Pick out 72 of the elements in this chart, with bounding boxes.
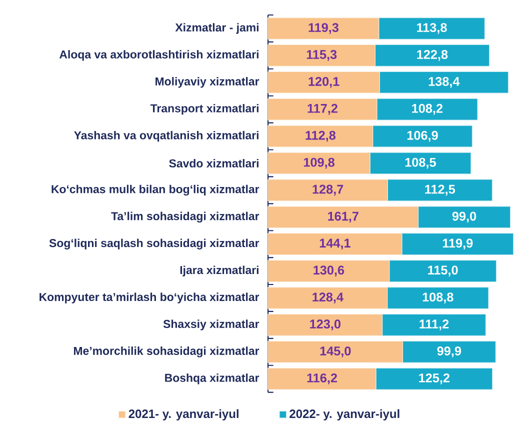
- data-label: 123,0: [310, 320, 340, 330]
- bar: [402, 340, 496, 363]
- data-label: 125,2: [419, 373, 450, 384]
- data-label: 109,8: [304, 158, 334, 169]
- legend-label: 2021- y. yanvar-iyul: [128, 409, 238, 420]
- bar: [387, 179, 492, 202]
- bar: [374, 44, 490, 66]
- y-tick-label: Shaxsiy xizmatlar: [163, 320, 260, 330]
- bar: [268, 125, 374, 148]
- data-label: 145,0: [320, 346, 351, 358]
- bar: [268, 233, 402, 256]
- bar: [389, 260, 496, 282]
- bar: [268, 18, 380, 40]
- data-label: 111,2: [420, 320, 449, 330]
- bar: [418, 206, 511, 228]
- y-tick-label: Ijara xizmatlari: [180, 266, 258, 276]
- legend-label: 2022- y. yanvar-iyul: [290, 409, 400, 420]
- data-label: 161,7: [328, 212, 358, 223]
- bar: [387, 287, 489, 309]
- data-label: 128,4: [312, 292, 344, 304]
- bar: [268, 152, 370, 174]
- y-tick-label: Kompyuter ta’mirlash bo‘yicha xizmatlar: [40, 292, 260, 304]
- data-label: 108,2: [412, 104, 443, 115]
- y-tick-label: Sog‘liqni saqlash sohasidagi xizmatlar: [49, 238, 260, 250]
- data-label: 128,7: [312, 184, 344, 196]
- data-label: 108,8: [422, 292, 454, 304]
- bar: [370, 152, 472, 174]
- y-tick-label: Transport xizmatlari: [150, 104, 258, 115]
- bar: [379, 71, 508, 94]
- bar: [268, 260, 390, 282]
- data-label: 138,4: [428, 76, 460, 88]
- data-label: 108,5: [405, 158, 436, 169]
- data-label: 99,0: [452, 212, 476, 223]
- bar: [268, 71, 380, 94]
- bar: [268, 44, 376, 66]
- bar: [378, 18, 485, 40]
- y-tick-label: Yashash va ovqatlanish xizmatlari: [74, 130, 258, 142]
- y-tick-label: Moliyaviy xizmatlar: [156, 77, 260, 88]
- data-label: 113,8: [417, 23, 447, 34]
- bar: [376, 98, 478, 120]
- y-tick-label: Xizmatlar - jami: [175, 23, 258, 34]
- y-tick-label: Savdo xizmatlari: [169, 159, 258, 168]
- data-label: 112,8: [306, 130, 336, 142]
- bar: [268, 287, 388, 309]
- bar: [268, 206, 419, 228]
- bar: [268, 98, 378, 120]
- bar: [268, 340, 404, 363]
- data-label: 106,9: [407, 130, 438, 142]
- data-label: 144,1: [320, 238, 350, 250]
- bar: [268, 314, 383, 336]
- data-label: 115,0: [428, 266, 458, 276]
- data-label: 122,8: [417, 50, 448, 61]
- data-label: 119,9: [442, 238, 473, 250]
- data-label: 117,2: [308, 104, 338, 115]
- bar: [382, 314, 486, 336]
- bar: [402, 233, 514, 256]
- data-label: 116,2: [307, 373, 337, 384]
- bar: [372, 125, 472, 148]
- data-label: 112,5: [425, 184, 456, 196]
- y-tick-label: Me’morchilik sohasidagi xizmatlar: [74, 346, 260, 358]
- y-tick-label: Ta’lim sohasidagi xizmatlar: [111, 212, 260, 222]
- data-label: 115,3: [306, 50, 337, 61]
- data-label: 119,3: [308, 23, 338, 34]
- data-label: 120,1: [308, 76, 340, 88]
- data-label: 99,9: [437, 346, 462, 358]
- y-tick-label: Boshqa xizmatlar: [165, 374, 260, 384]
- bar: [376, 368, 493, 390]
- y-tick-label: Aloqa va axborotlashtirish xizmatlari: [59, 50, 258, 61]
- bar: [268, 368, 376, 390]
- bar: [268, 179, 388, 202]
- y-tick-label: Ko‘chmas mulk bilan bog‘liq xizmatlar: [52, 184, 260, 196]
- data-label: 130,6: [314, 266, 344, 276]
